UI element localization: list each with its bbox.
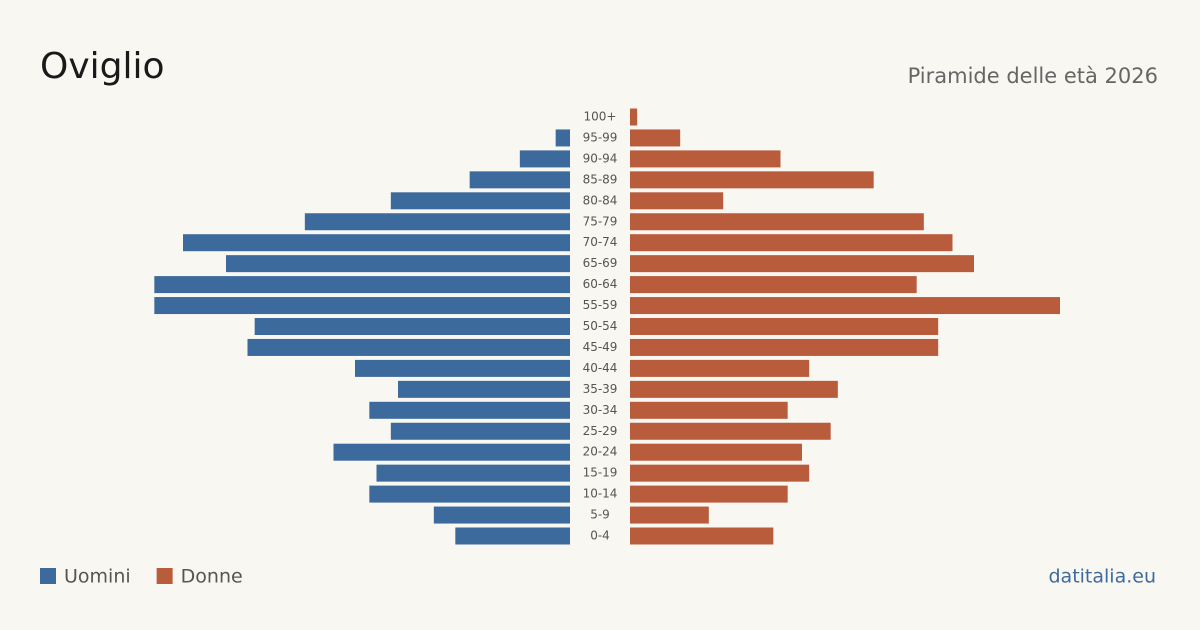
bar — [630, 213, 924, 231]
age-label: 100+ — [584, 110, 617, 124]
bar — [555, 129, 570, 147]
legend-swatch — [40, 568, 56, 584]
bar — [183, 234, 570, 252]
bar — [630, 150, 781, 168]
bar — [630, 464, 810, 482]
bar — [630, 318, 939, 335]
bar — [630, 359, 810, 377]
age-label: 0-4 — [590, 529, 610, 543]
bar — [369, 485, 570, 503]
legend-swatch — [156, 568, 173, 584]
bar — [630, 171, 874, 189]
bar — [433, 506, 570, 524]
bar — [630, 506, 709, 524]
bar — [630, 129, 681, 147]
bar — [355, 359, 570, 377]
bar — [630, 527, 774, 545]
bar — [630, 276, 917, 294]
bar — [398, 380, 570, 398]
bar — [630, 234, 953, 252]
bar — [630, 108, 638, 126]
age-label: 95-99 — [583, 130, 618, 144]
bar — [630, 401, 788, 419]
bar — [630, 297, 1060, 315]
age-label: 40-44 — [583, 361, 618, 375]
age-label: 85-89 — [583, 172, 618, 186]
legend-label: Donne — [181, 566, 243, 588]
bar — [630, 485, 788, 503]
age-label: 20-24 — [583, 445, 618, 459]
bar — [226, 255, 570, 273]
age-label: 90-94 — [583, 151, 618, 165]
age-label: 55-59 — [583, 298, 618, 312]
bar — [630, 422, 831, 440]
bar — [154, 276, 571, 294]
bar — [630, 192, 724, 210]
age-label: 70-74 — [583, 235, 618, 249]
bar — [630, 380, 838, 398]
bar — [390, 422, 570, 440]
bar — [369, 401, 570, 419]
bar — [376, 464, 570, 482]
bar — [154, 297, 571, 315]
age-label: 15-19 — [583, 466, 618, 480]
bar — [519, 150, 570, 168]
age-label: 45-49 — [583, 340, 618, 354]
bar — [333, 443, 570, 461]
age-label: 30-34 — [583, 403, 618, 417]
age-label: 80-84 — [583, 193, 618, 207]
chart-subtitle: Piramide delle età 2026 — [908, 64, 1158, 88]
age-label: 25-29 — [583, 424, 618, 438]
age-label: 50-54 — [583, 319, 618, 333]
bar — [247, 338, 570, 356]
source: datitalia.eu — [1049, 566, 1157, 588]
chart-title: Oviglio — [40, 46, 165, 87]
age-label: 65-69 — [583, 256, 618, 270]
age-label: 60-64 — [583, 277, 618, 291]
bar — [455, 527, 570, 545]
bar — [630, 338, 939, 356]
bar — [390, 192, 570, 210]
legend-label: Uomini — [64, 566, 131, 588]
bar — [304, 213, 570, 231]
age-label: 35-39 — [583, 382, 618, 396]
bar — [469, 171, 570, 189]
age-label: 5-9 — [590, 508, 610, 522]
bar — [630, 443, 802, 461]
bar — [254, 318, 570, 335]
age-label: 75-79 — [583, 214, 618, 228]
bar — [630, 255, 974, 273]
age-label: 10-14 — [583, 487, 618, 501]
